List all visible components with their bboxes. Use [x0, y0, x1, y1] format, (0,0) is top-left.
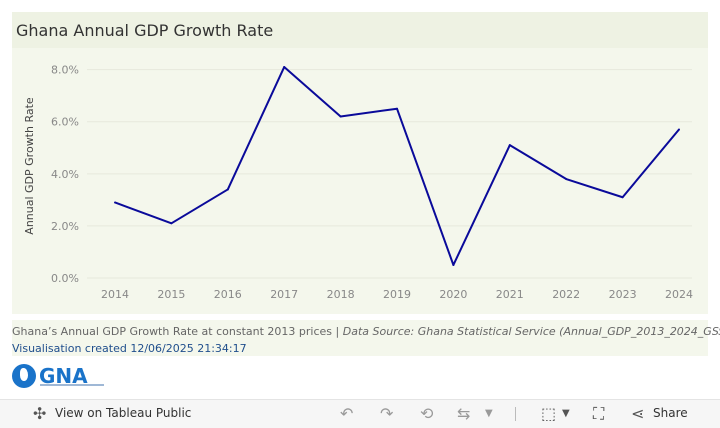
- title-bar: Ghana Annual GDP Growth Rate: [12, 12, 708, 48]
- x-tick-label: 2015: [157, 288, 185, 301]
- y-axis-label: Annual GDP Growth Rate: [23, 97, 36, 235]
- x-tick-label: 2016: [214, 288, 242, 301]
- x-tick-label: 2014: [101, 288, 129, 301]
- series-line: [114, 66, 680, 266]
- chart-title: Ghana Annual GDP Growth Rate: [16, 21, 274, 40]
- x-tick-label: 2021: [496, 288, 524, 301]
- data-point: [170, 222, 173, 225]
- revert-icon[interactable]: ⟲: [420, 404, 434, 423]
- created-timestamp: Visualisation created 12/06/2025 21:34:1…: [12, 342, 247, 355]
- x-tick-label: 2018: [327, 288, 355, 301]
- data-point: [565, 178, 568, 181]
- view-on-tableau-link[interactable]: View on Tableau Public: [55, 406, 192, 420]
- x-tick-label: 2020: [439, 288, 467, 301]
- download-chevron-icon[interactable]: ▼: [562, 408, 570, 419]
- share-button[interactable]: Share: [653, 406, 688, 420]
- x-tick-label: 2022: [552, 288, 580, 301]
- y-tick-label: 6.0%: [51, 116, 79, 129]
- data-point: [678, 128, 680, 131]
- globe-icon: [12, 364, 36, 388]
- chart-panel: 0.0% 2.0% 4.0% 6.0% 8.0% 2014 2015 2016 2017 2018…: [12, 48, 708, 314]
- data-point: [283, 66, 286, 69]
- fullscreen-icon[interactable]: ⛶: [593, 404, 605, 423]
- toolbar-divider: [515, 407, 516, 421]
- caption-source: Data Source: Ghana Statistical Service (…: [342, 325, 720, 338]
- data-point: [396, 107, 398, 110]
- y-tick-label: 2.0%: [51, 220, 79, 233]
- caption-line: Ghana’s Annual GDP Growth Rate at consta…: [12, 325, 720, 338]
- data-point: [339, 115, 342, 118]
- data-point: [114, 201, 116, 204]
- logo-tagline-bar: [40, 384, 104, 386]
- y-tick-label: 4.0%: [51, 168, 79, 181]
- gna-logo: GNA: [12, 364, 104, 388]
- x-tick-label: 2017: [270, 288, 298, 301]
- data-point: [226, 188, 229, 191]
- download-icon[interactable]: ⬚: [541, 404, 557, 423]
- tableau-icon[interactable]: ✣: [33, 404, 47, 423]
- data-point: [508, 144, 511, 147]
- caption-panel: Ghana’s Annual GDP Growth Rate at consta…: [12, 320, 720, 356]
- redo-icon[interactable]: ↷: [380, 404, 394, 423]
- caption-text: Ghana’s Annual GDP Growth Rate at consta…: [12, 325, 343, 338]
- line-chart: 0.0% 2.0% 4.0% 6.0% 8.0% 2014 2015 2016 2017 2018…: [23, 64, 693, 301]
- data-point: [621, 196, 624, 199]
- undo-icon[interactable]: ↶: [340, 404, 354, 423]
- refresh-icon[interactable]: ⇆: [457, 404, 471, 423]
- share-icon[interactable]: ⋖: [631, 404, 645, 423]
- y-tick-label: 0.0%: [51, 272, 79, 285]
- x-tick-label: 2024: [665, 288, 693, 301]
- chevron-down-icon[interactable]: ▼: [485, 408, 493, 419]
- y-tick-label: 8.0%: [51, 64, 79, 77]
- x-tick-label: 2023: [609, 288, 637, 301]
- x-tick-label: 2019: [383, 288, 411, 301]
- data-point: [452, 263, 455, 266]
- tableau-toolbar: ✣ View on Tableau Public ↶ ↷ ⟲ ⇆ ▼ ⬚ ▼ ⛶…: [0, 399, 720, 428]
